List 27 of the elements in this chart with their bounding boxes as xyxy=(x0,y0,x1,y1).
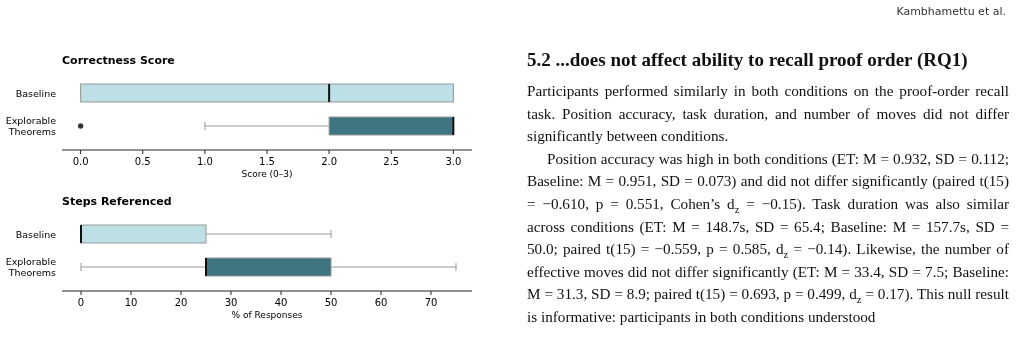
x-tick-label: 0 xyxy=(77,297,85,308)
x-tick-label: 1.5 xyxy=(259,156,275,167)
x-tick-label: 60 xyxy=(374,297,388,308)
text: 5.2 ...does not affect ability to recall proof order (RQ1) xyxy=(527,48,969,72)
x-tick-label: 1.0 xyxy=(196,156,213,167)
y-tick-label: Explorable Theorems xyxy=(5,115,57,137)
text: Position accuracy was high in both conditions (ET: M = 0.932, SD = 0.112; Baseline: M = 0.951, SD = 0.073) and did not differ significantly (paired t(15) = −0.610, p = 0.551, Cohen’s d$_{z}$ = −0.15). Task duration was also similar across conditions (ET: M = 148.7s, SD = 65.4; Baseline: M = 157.7s, SD = 50.0; paired t(15) = −0.559, p = 0.585, d$_{z}$ = −0.14). Likewise, the number of effective moves did not differ significantly (ET: M = 33.4, SD = 7.5; Baseline: M = 31.3, SD = 8.9; paired t(15) = 0.693, p = 0.499, d$_{z}$ = 0.17). This null result is informative: participants in both conditions understood xyxy=(527,149,1010,325)
x-tick-label: 70 xyxy=(424,297,438,308)
chart-title: Correctness Score xyxy=(62,54,175,67)
x-tick-label: 20 xyxy=(174,297,188,308)
y-tick-label: Baseline xyxy=(15,228,57,240)
x-tick-label: 40 xyxy=(274,297,288,308)
x-tick-label: 10 xyxy=(124,297,138,308)
x-tick-label: 30 xyxy=(224,297,238,308)
x-axis-title: Score (0–3) xyxy=(241,169,293,179)
text: Participants performed similarly in both conditions on the proof-order recall task. Position accuracy, task duration, and number of moves did not differ significantly between conditions. xyxy=(527,81,1009,147)
x-tick-label: 50 xyxy=(324,297,338,308)
x-axis-title: % of Responses xyxy=(231,310,303,320)
x-tick-label: 2.5 xyxy=(383,156,400,167)
y-tick-label: Baseline xyxy=(15,87,57,99)
text: Kambhamettu et al. xyxy=(896,5,1006,18)
chart-title: Steps Referenced xyxy=(62,195,172,208)
x-tick-label: 2.0 xyxy=(321,156,338,167)
x-tick-label: 0.0 xyxy=(72,156,89,167)
x-tick-label: 0.5 xyxy=(134,156,151,167)
y-tick-label: Explorable Theorems xyxy=(5,256,57,278)
x-tick-label: 3.0 xyxy=(445,156,462,167)
